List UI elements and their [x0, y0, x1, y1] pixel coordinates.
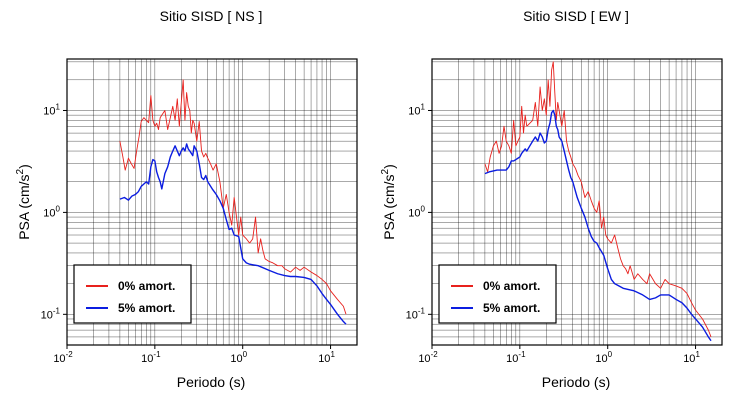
x-tick-label: 10-2 — [418, 350, 438, 365]
x-tick-exponent: 1 — [695, 350, 700, 359]
series-line-5pct — [119, 143, 347, 325]
x-tick-exponent: -2 — [66, 350, 74, 359]
y-tick-label: 101 — [43, 102, 60, 117]
x-tick-label: 10-1 — [141, 350, 161, 365]
y-tick-base: 10 — [43, 105, 55, 117]
x-tick-label: 10-1 — [506, 350, 526, 365]
legend-label: 0% amort. — [483, 279, 540, 293]
chart-ew: Sitio SISD [ EW ]10-2 10-1 100 10110-110010… — [380, 8, 723, 390]
grid-lines — [432, 59, 722, 345]
y-tick-base: 10 — [408, 105, 420, 117]
y-tick-label: 101 — [408, 102, 425, 117]
y-axis-label-end: ) — [381, 164, 397, 169]
y-tick-exponent: 1 — [421, 102, 426, 111]
x-tick-exponent: 0 — [608, 350, 613, 359]
y-axis-label-sup: 2 — [15, 168, 26, 174]
x-tick-base: 10 — [141, 353, 153, 365]
legend-box — [438, 264, 557, 324]
chart-title: Sitio SISD [ EW ] — [523, 8, 629, 24]
y-tick-base: 10 — [41, 309, 53, 321]
y-tick-base: 10 — [43, 207, 55, 219]
x-tick-label: 100 — [230, 350, 247, 365]
y-tick-label: 100 — [43, 204, 60, 219]
x-tick-exponent: -1 — [153, 350, 161, 359]
y-tick-label: 100 — [408, 204, 425, 219]
chart-title: Sitio SISD [ NS ] — [160, 8, 263, 24]
legend-box — [73, 264, 192, 324]
x-tick-exponent: 1 — [330, 350, 335, 359]
y-axis-label-end: ) — [16, 164, 32, 169]
y-axis-label: PSA (cm/s2) — [15, 164, 32, 240]
x-tick-base: 10 — [230, 353, 242, 365]
plot-frame — [66, 58, 358, 346]
grid-lines — [67, 59, 357, 345]
x-tick-label: 101 — [318, 350, 335, 365]
x-tick-exponent: 0 — [243, 350, 248, 359]
x-tick-exponent: -1 — [518, 350, 526, 359]
y-tick-exponent: 0 — [56, 204, 61, 213]
x-tick-label: 10-2 — [53, 350, 73, 365]
series-line-5pct — [484, 109, 712, 342]
x-tick-base: 10 — [318, 353, 330, 365]
legend: 0% amort. 5% amort. — [438, 264, 557, 324]
series-line-0pct — [119, 79, 347, 315]
x-tick-label: 100 — [595, 350, 612, 365]
y-tick-exponent: 1 — [56, 102, 61, 111]
x-axis-label: Periodo (s) — [542, 374, 610, 390]
x-tick-base: 10 — [506, 353, 518, 365]
x-tick-base: 10 — [418, 353, 430, 365]
x-tick-base: 10 — [53, 353, 65, 365]
chart-ns: Sitio SISD [ NS ]10-2 10-1 100 10110-110010… — [15, 8, 358, 390]
x-axis-label: Periodo (s) — [177, 374, 245, 390]
y-tick-base: 10 — [408, 207, 420, 219]
y-tick-exponent: -1 — [53, 306, 61, 315]
y-tick-label: 10-1 — [41, 306, 61, 321]
x-tick-label: 101 — [683, 350, 700, 365]
y-axis-label-main: PSA (cm/s — [381, 174, 397, 239]
y-tick-exponent: 0 — [421, 204, 426, 213]
y-tick-base: 10 — [406, 309, 418, 321]
x-tick-base: 10 — [683, 353, 695, 365]
y-tick-exponent: -1 — [418, 306, 426, 315]
legend-label: 5% amort. — [118, 301, 175, 315]
legend-label: 5% amort. — [483, 301, 540, 315]
y-tick-label: 10-1 — [406, 306, 426, 321]
legend-label: 0% amort. — [118, 279, 175, 293]
y-axis-label-sup: 2 — [380, 168, 391, 174]
legend: 0% amort. 5% amort. — [73, 264, 192, 324]
series-line-0pct — [484, 61, 712, 338]
x-tick-exponent: -2 — [431, 350, 439, 359]
x-tick-base: 10 — [595, 353, 607, 365]
y-axis-label-main: PSA (cm/s — [16, 174, 32, 239]
y-axis-label: PSA (cm/s2) — [380, 164, 397, 240]
plot-frame — [431, 58, 723, 346]
